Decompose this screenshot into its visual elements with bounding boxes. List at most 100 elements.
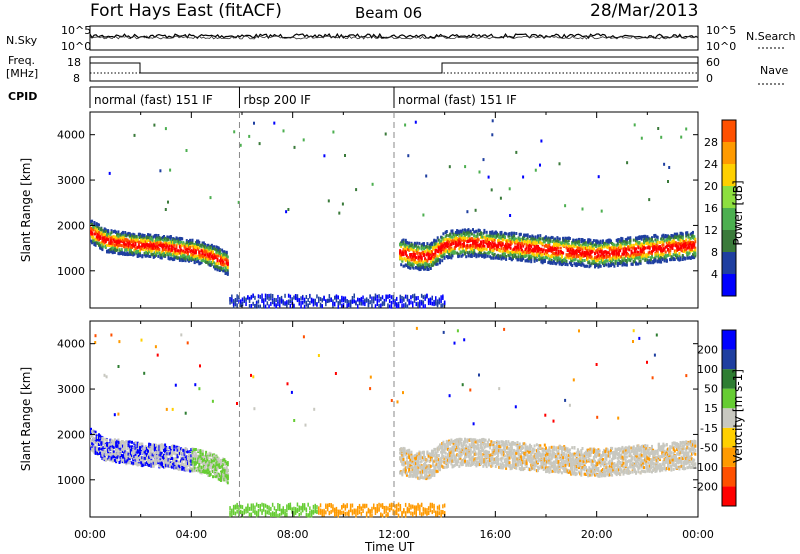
heatmap-cell [692, 234, 694, 238]
heatmap-cell [142, 248, 145, 251]
heatmap-cell [610, 259, 612, 263]
heatmap-cell [124, 248, 127, 252]
heatmap-cell [457, 252, 460, 256]
heatmap-cell [428, 245, 431, 249]
heatmap-cell [156, 458, 159, 462]
heatmap-cell [136, 249, 139, 253]
heatmap-cell [425, 174, 428, 178]
heatmap-cell [161, 443, 164, 447]
heatmap-cell [412, 254, 415, 258]
heatmap-cell [159, 453, 162, 457]
heatmap-cell [392, 300, 394, 305]
heatmap-cell [525, 238, 528, 241]
heatmap-cell [491, 245, 494, 249]
heatmap-cell [155, 451, 157, 454]
heatmap-cell [229, 300, 231, 305]
heatmap-cell [439, 240, 441, 244]
heatmap-cell [134, 238, 137, 242]
heatmap-cell [194, 254, 197, 258]
heatmap-cell [441, 248, 444, 251]
heatmap-cell [451, 239, 454, 243]
heatmap-cell [605, 256, 608, 260]
heatmap-cell [128, 240, 131, 244]
heatmap-cell [665, 258, 668, 262]
heatmap-cell [566, 254, 569, 257]
heatmap-cell [452, 251, 455, 255]
heatmap-cell [94, 451, 97, 455]
heatmap-cell [316, 294, 318, 299]
heatmap-cell [611, 247, 614, 251]
heatmap-cell [457, 242, 460, 245]
heatmap-cell [530, 254, 533, 258]
heatmap-cell [102, 242, 105, 246]
heatmap-cell [623, 242, 626, 246]
heatmap-cell [225, 259, 228, 263]
heatmap-cell [560, 241, 563, 245]
heatmap-cell [599, 248, 602, 251]
heatmap-cell [94, 437, 97, 441]
heatmap-cell [535, 251, 538, 255]
heatmap-cell [637, 262, 640, 266]
heatmap-cell [410, 263, 413, 267]
heatmap-cell [592, 243, 595, 247]
heatmap-cell [551, 236, 554, 240]
heatmap-cell [151, 237, 154, 241]
heatmap-cell [440, 242, 443, 246]
heatmap-cell [646, 238, 649, 242]
heatmap-cell [96, 235, 99, 239]
heatmap-cell [515, 239, 518, 243]
heatmap-cell [167, 200, 169, 204]
heatmap-cell [657, 259, 660, 263]
heatmap-cell [100, 247, 103, 250]
heatmap-cell [206, 253, 209, 257]
heatmap-cell [682, 243, 685, 247]
heatmap-cell [120, 454, 123, 457]
heatmap-cell [524, 233, 527, 237]
heatmap-cell [574, 257, 577, 261]
heatmap-cell [567, 256, 570, 260]
heatmap-cell [429, 245, 432, 249]
heatmap-cell [508, 243, 511, 247]
heatmap-cell [210, 251, 213, 255]
heatmap-cell [659, 258, 661, 262]
heatmap-cell [420, 256, 423, 260]
heatmap-cell [651, 255, 653, 259]
heatmap-cell [521, 251, 523, 255]
heatmap-cell [176, 242, 179, 246]
heatmap-cell [525, 259, 528, 263]
heatmap-cell [555, 244, 558, 247]
heatmap-cell [617, 253, 620, 257]
heatmap-cell [556, 239, 559, 243]
heatmap-cell [555, 253, 558, 257]
heatmap-cell [161, 248, 164, 252]
heatmap-cell [538, 240, 541, 244]
heatmap-cell [94, 441, 97, 444]
heatmap-cell [517, 237, 520, 241]
heatmap-cell [616, 241, 619, 245]
heatmap-cell [109, 438, 112, 442]
heatmap-cell [94, 232, 97, 236]
heatmap-cell [144, 248, 147, 252]
heatmap-cell [128, 455, 131, 459]
heatmap-cell [321, 298, 323, 303]
heatmap-cell [431, 263, 433, 267]
heatmap-cell [131, 456, 133, 459]
heatmap-cell [153, 251, 156, 255]
heatmap-cell [135, 456, 138, 460]
heatmap-cell [137, 240, 140, 244]
heatmap-cell [420, 293, 423, 298]
heatmap-cell [491, 133, 494, 137]
heatmap-cell [559, 243, 562, 246]
heatmap-cell [209, 196, 212, 200]
heatmap-cell [469, 243, 472, 247]
heatmap-cell [133, 248, 136, 252]
heatmap-cell [150, 462, 153, 466]
heatmap-cell [415, 261, 417, 265]
heatmap-cell [690, 240, 693, 244]
heatmap-cell [598, 260, 601, 264]
heatmap-cell [335, 298, 338, 303]
heatmap-cell [682, 240, 685, 244]
heatmap-cell [673, 232, 676, 236]
heatmap-cell [404, 304, 407, 309]
heatmap-cell [174, 247, 177, 251]
